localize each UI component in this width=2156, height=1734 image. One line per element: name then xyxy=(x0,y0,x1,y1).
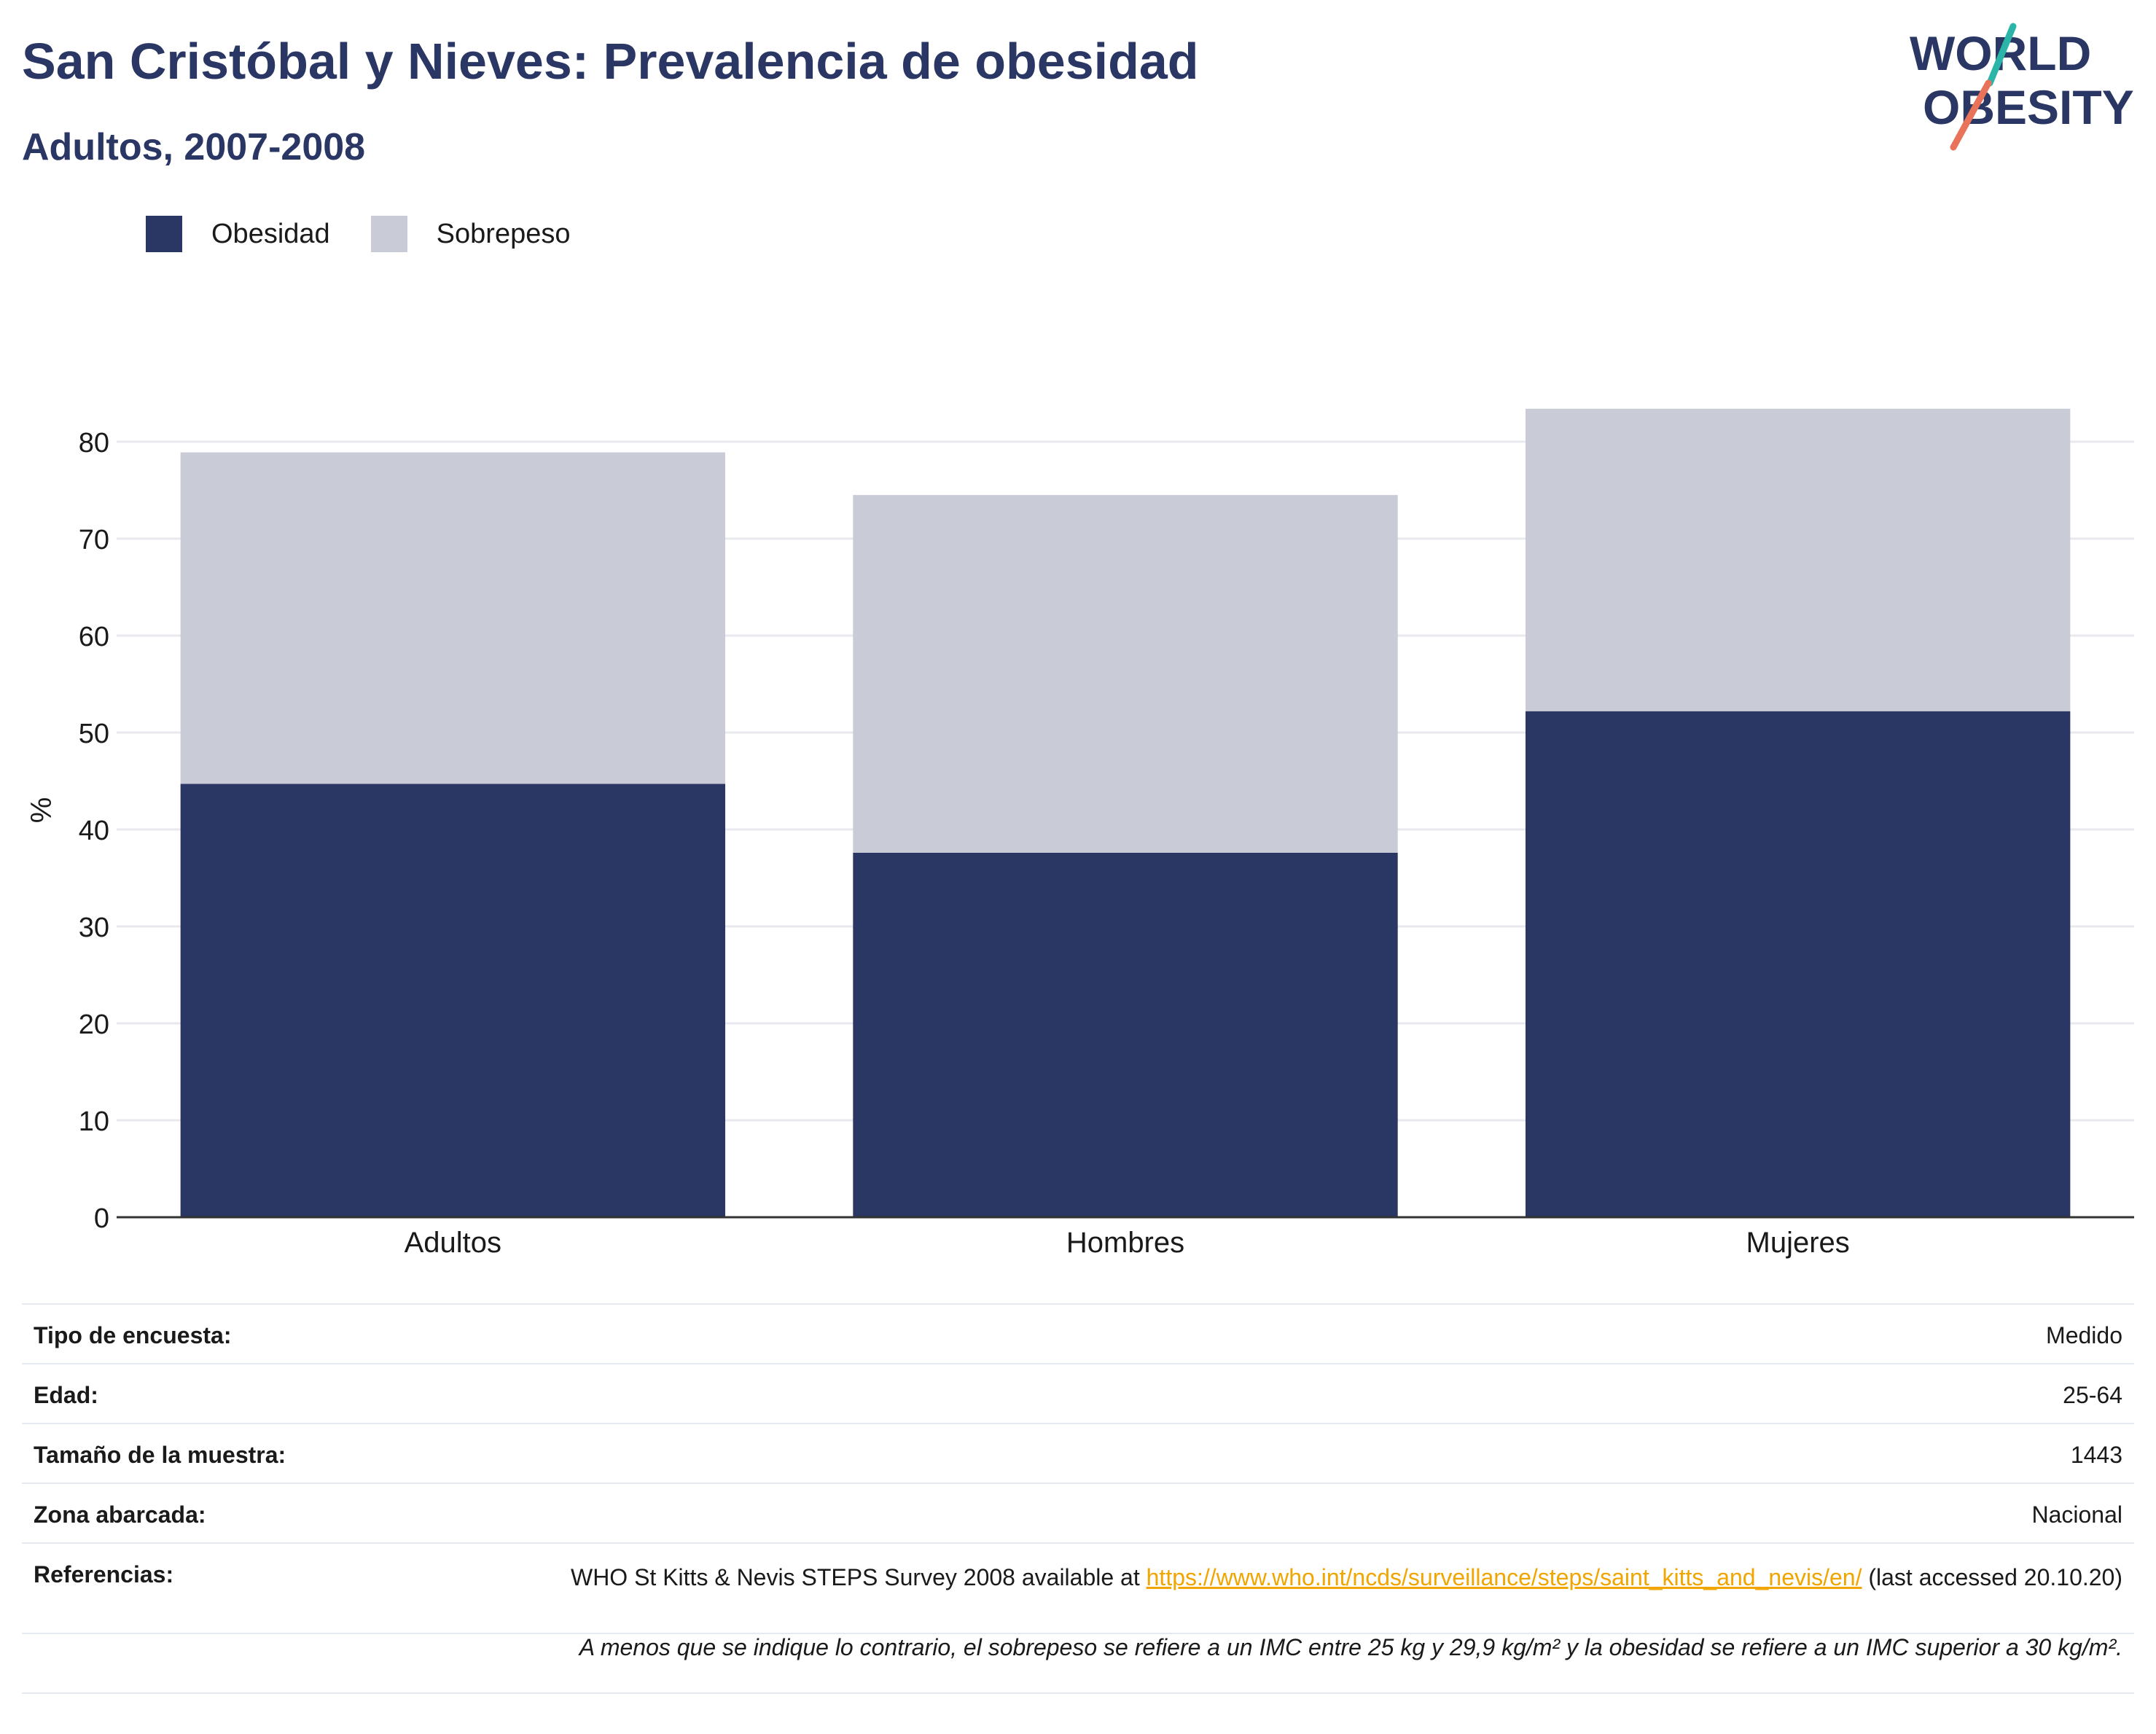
y-tick-label-80: 80 xyxy=(79,428,109,458)
survey-type-value: Medido xyxy=(555,1303,2134,1364)
info-row-sample-size: Tamaño de la muestra: 1443 xyxy=(22,1423,2134,1483)
chart-subtitle: Adultos, 2007-2008 xyxy=(22,126,366,168)
info-row-note: A menos que se indique lo contrario, el … xyxy=(22,1633,2134,1694)
legend-swatch-obesity xyxy=(146,216,182,252)
y-tick-label-30: 30 xyxy=(79,913,109,943)
bar-obesity-adultos xyxy=(180,784,726,1217)
legend-label-overweight: Sobrepeso xyxy=(436,218,571,249)
definition-note: A menos que se indique lo contrario, el … xyxy=(22,1633,2134,1694)
bar-obesity-mujeres xyxy=(1525,711,2071,1217)
bar-overweight-hombres xyxy=(853,495,1398,853)
info-row-age: Edad: 25-64 xyxy=(22,1363,2134,1423)
age-label: Edad: xyxy=(22,1363,555,1423)
legend-item-obesity[interactable]: Obesidad xyxy=(146,216,330,252)
references-value: WHO St Kitts & Nevis STEPS Survey 2008 a… xyxy=(555,1542,2134,1633)
logo-word-obesity: OBESITY xyxy=(1923,80,2134,134)
area-label: Zona abarcada: xyxy=(22,1483,555,1543)
chart-legend: Obesidad Sobrepeso xyxy=(146,216,611,252)
info-row-survey-type: Tipo de encuesta: Medido xyxy=(22,1303,2134,1364)
x-tick-label-hombres: Hombres xyxy=(1066,1227,1184,1259)
info-row-area: Zona abarcada: Nacional xyxy=(22,1483,2134,1543)
bar-overweight-mujeres xyxy=(1525,408,2071,711)
references-accessed: (last accessed 20.10.20) xyxy=(1868,1564,2122,1590)
age-value: 25-64 xyxy=(555,1363,2134,1423)
y-tick-label-20: 20 xyxy=(79,1009,109,1040)
legend-label-obesity: Obesidad xyxy=(211,218,330,249)
stacked-bar-chart: 0 10 20 30 40 50 60 70 80% Adultos Hombres Mujeres xyxy=(26,408,2134,1259)
bar-overweight-adultos xyxy=(180,452,726,784)
logo-slash-coral xyxy=(1950,79,1992,151)
y-tick-label-70: 70 xyxy=(79,525,109,555)
survey-type-label: Tipo de encuesta: xyxy=(22,1303,555,1364)
references-text: WHO St Kitts & Nevis STEPS Survey 2008 a… xyxy=(570,1564,1140,1590)
y-tick-label-0: 0 xyxy=(94,1203,109,1234)
area-value: Nacional xyxy=(555,1483,2134,1543)
world-obesity-logo: WORLD OBESITY xyxy=(1910,23,2134,151)
bar-obesity-hombres xyxy=(853,852,1398,1217)
y-tick-label-10: 10 xyxy=(79,1106,109,1137)
legend-item-overweight[interactable]: Sobrepeso xyxy=(370,216,571,252)
y-tick-label-60: 60 xyxy=(79,622,109,652)
chart-title: San Cristóbal y Nieves: Prevalencia de o… xyxy=(22,33,1199,90)
x-tick-label-adultos: Adultos xyxy=(405,1227,501,1259)
y-axis-label: % xyxy=(26,797,58,824)
references-label: Referencias: xyxy=(22,1542,555,1633)
sample-size-value: 1443 xyxy=(555,1423,2134,1483)
references-link[interactable]: https://www.who.int/ncds/surveillance/st… xyxy=(1146,1564,1862,1590)
logo-slash-teal xyxy=(1986,23,2017,87)
legend-swatch-overweight xyxy=(370,216,407,252)
sample-size-label: Tamaño de la muestra: xyxy=(22,1423,555,1483)
survey-info-table: Tipo de encuesta: Medido Edad: 25-64 Tam… xyxy=(22,1303,2134,1694)
y-tick-label-50: 50 xyxy=(79,719,109,749)
y-tick-label-40: 40 xyxy=(79,816,109,846)
x-tick-label-mujeres: Mujeres xyxy=(1746,1227,1850,1259)
info-row-references: Referencias: WHO St Kitts & Nevis STEPS … xyxy=(22,1542,2134,1633)
